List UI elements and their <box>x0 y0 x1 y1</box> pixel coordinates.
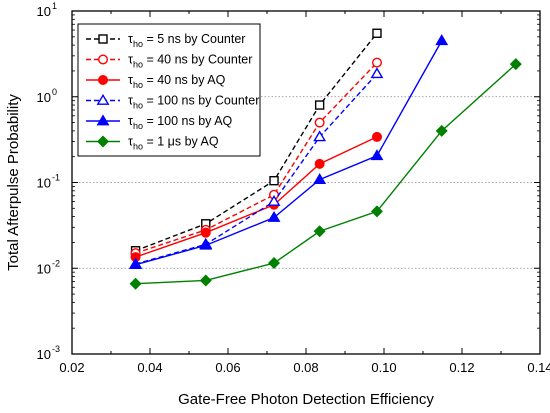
y-axis-label: Total Afterpulse Probability <box>5 94 22 271</box>
legend-label: τho = 1 μs by AQ <box>128 135 219 152</box>
marker-circle <box>371 131 382 142</box>
y-tick-label: 10 <box>37 347 51 362</box>
legend-box <box>77 23 261 157</box>
marker-diamond <box>509 58 522 71</box>
y-tick-label: 10 <box>37 176 51 191</box>
x-tick-label: 0.04 <box>137 360 162 375</box>
legend-entry: τho = 40 ns by AQ <box>86 73 226 90</box>
marker-diamond <box>435 124 448 137</box>
y-tick-label: 10 <box>37 261 51 276</box>
marker-square <box>372 28 382 38</box>
legend: τho = 5 ns by Counter τho = 40 ns by Coun… <box>77 23 261 157</box>
marker-triangle <box>267 210 281 222</box>
legend-label: τho = 40 ns by AQ <box>128 73 226 90</box>
marker-triangle <box>199 238 213 250</box>
marker-triangle <box>313 130 327 142</box>
marker-circle <box>314 158 325 169</box>
marker-diamond <box>370 205 383 218</box>
y-tick-exponent: -3 <box>52 344 60 354</box>
legend-label: τho = 40 ns by Counter <box>128 53 252 70</box>
marker-circle <box>200 227 211 238</box>
x-tick-label: 0.14 <box>527 360 550 375</box>
marker-diamond <box>268 257 281 270</box>
x-tick-label: 0.02 <box>59 360 84 375</box>
legend-entry: τho = 1 μs by AQ <box>86 135 219 152</box>
marker-triangle <box>370 149 384 161</box>
marker-diamond <box>313 225 326 238</box>
marker-circle <box>371 57 382 68</box>
marker-square <box>314 100 325 110</box>
marker-diamond <box>129 277 142 290</box>
x-tick-label: 0.12 <box>449 360 474 375</box>
marker-square <box>269 175 279 186</box>
y-tick-label: 10 <box>37 90 51 105</box>
y-tick-exponent: 0 <box>52 87 57 97</box>
legend-label: τho = 100 ns by Counter <box>128 94 259 111</box>
marker-triangle <box>435 34 449 46</box>
legend-entry: τho = 40 ns by Counter <box>86 53 252 70</box>
marker-triangle <box>370 67 384 79</box>
marker-circle <box>314 117 325 128</box>
legend-entry: τho = 100 ns by AQ <box>86 114 233 131</box>
series-line <box>135 40 443 266</box>
marker-triangle <box>96 114 110 126</box>
marker-diamond <box>199 274 212 287</box>
series-6 <box>129 58 522 290</box>
series-5 <box>129 34 449 270</box>
y-tick-exponent: 1 <box>52 1 57 11</box>
marker-circle <box>97 54 108 65</box>
marker-diamond <box>97 135 109 148</box>
marker-circle <box>97 74 108 85</box>
legend-label: τho = 5 ns by Counter <box>128 32 245 49</box>
legend-entry: τho = 5 ns by Counter <box>86 32 245 49</box>
marker-triangle <box>313 173 327 184</box>
legend-entry: τho = 100 ns by Counter <box>86 94 259 111</box>
y-tick-label: 10 <box>37 4 51 19</box>
x-axis-label: Gate-Free Photon Detection Efficiency <box>178 391 434 408</box>
legend-label: τho = 100 ns by AQ <box>128 114 233 131</box>
marker-triangle <box>267 194 281 206</box>
marker-square <box>98 34 108 44</box>
x-tick-label: 0.08 <box>293 360 318 375</box>
marker-triangle <box>96 93 110 105</box>
marker-triangle <box>129 258 142 270</box>
y-tick-exponent: -2 <box>52 258 60 268</box>
y-tick-exponent: -1 <box>52 173 60 183</box>
x-tick-label: 0.06 <box>215 360 240 375</box>
series-line <box>135 62 378 254</box>
x-tick-label: 0.10 <box>371 360 396 375</box>
axis-ticks: 0.02 0.04 0.06 0.08 0.10 0.12 0.1410-310-210-1… <box>37 1 550 375</box>
series-layer <box>129 28 522 290</box>
